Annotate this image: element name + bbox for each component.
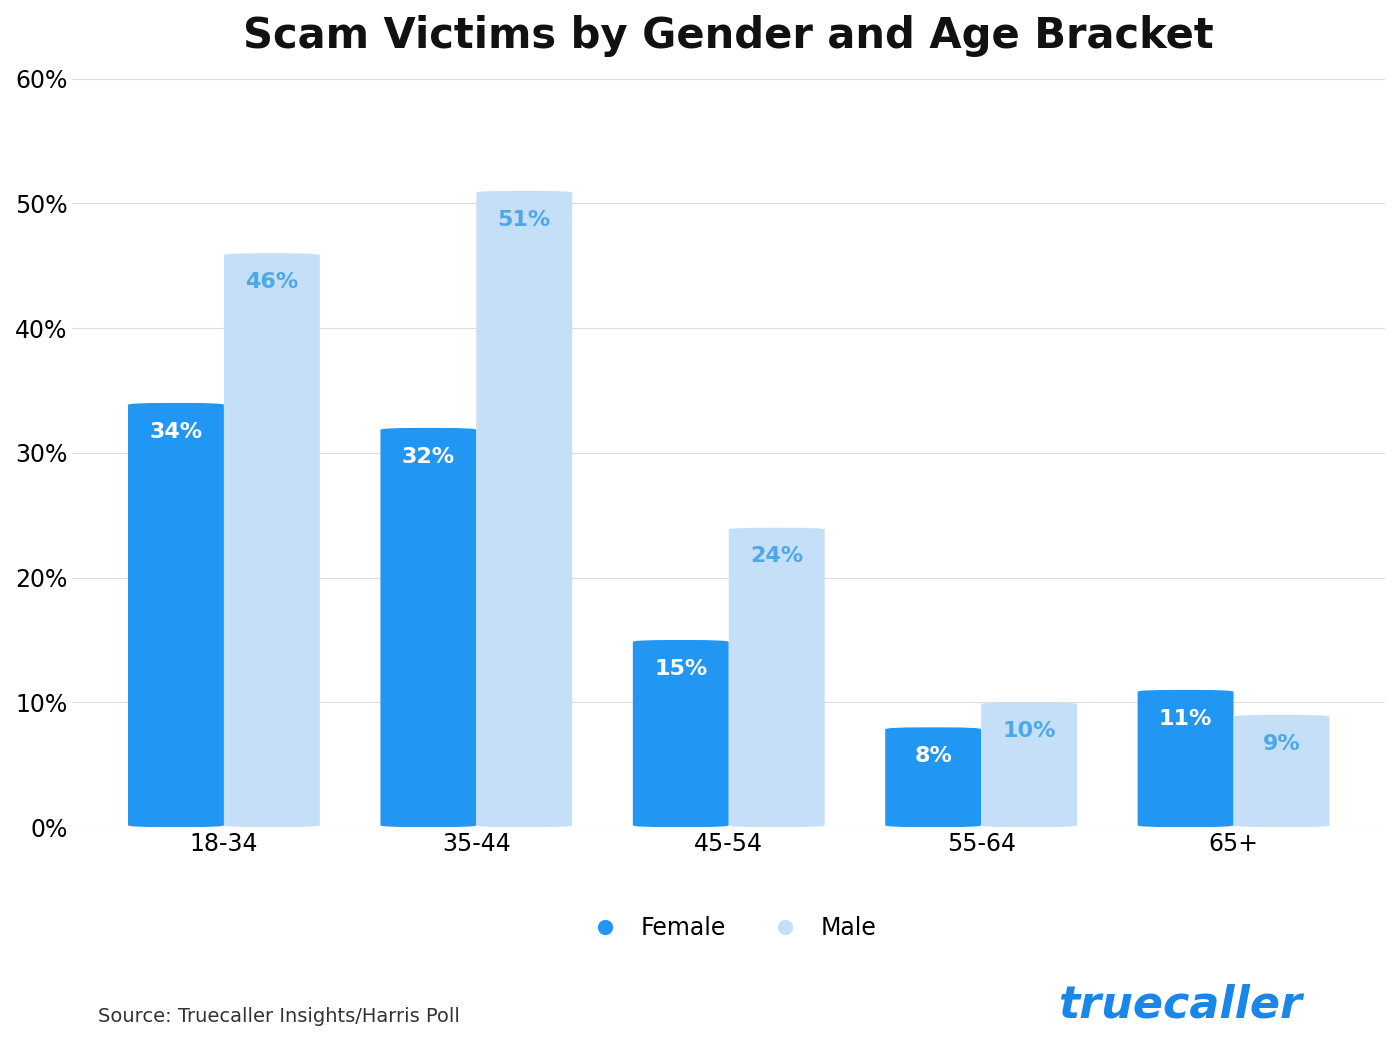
Text: 9%: 9% <box>1263 734 1301 753</box>
Text: 32%: 32% <box>402 447 455 467</box>
Text: 15%: 15% <box>654 659 707 678</box>
Text: 46%: 46% <box>245 272 298 292</box>
FancyBboxPatch shape <box>981 702 1077 827</box>
Text: 24%: 24% <box>750 546 804 567</box>
Text: truecaller: truecaller <box>1058 984 1302 1026</box>
FancyBboxPatch shape <box>729 527 825 827</box>
FancyBboxPatch shape <box>127 403 224 827</box>
FancyBboxPatch shape <box>633 640 729 827</box>
FancyBboxPatch shape <box>381 428 476 827</box>
Text: 10%: 10% <box>1002 721 1056 741</box>
Text: 51%: 51% <box>497 209 552 229</box>
Title: Scam Victims by Gender and Age Bracket: Scam Victims by Gender and Age Bracket <box>244 15 1214 57</box>
FancyBboxPatch shape <box>1138 690 1233 827</box>
FancyBboxPatch shape <box>885 727 981 827</box>
Legend: Female, Male: Female, Male <box>573 907 886 949</box>
Text: 11%: 11% <box>1159 709 1212 728</box>
FancyBboxPatch shape <box>224 253 319 827</box>
Text: Source: Truecaller Insights/Harris Poll: Source: Truecaller Insights/Harris Poll <box>98 1008 459 1026</box>
FancyBboxPatch shape <box>476 191 573 827</box>
FancyBboxPatch shape <box>1233 715 1330 827</box>
Text: 34%: 34% <box>150 422 203 442</box>
Text: 8%: 8% <box>914 746 952 766</box>
